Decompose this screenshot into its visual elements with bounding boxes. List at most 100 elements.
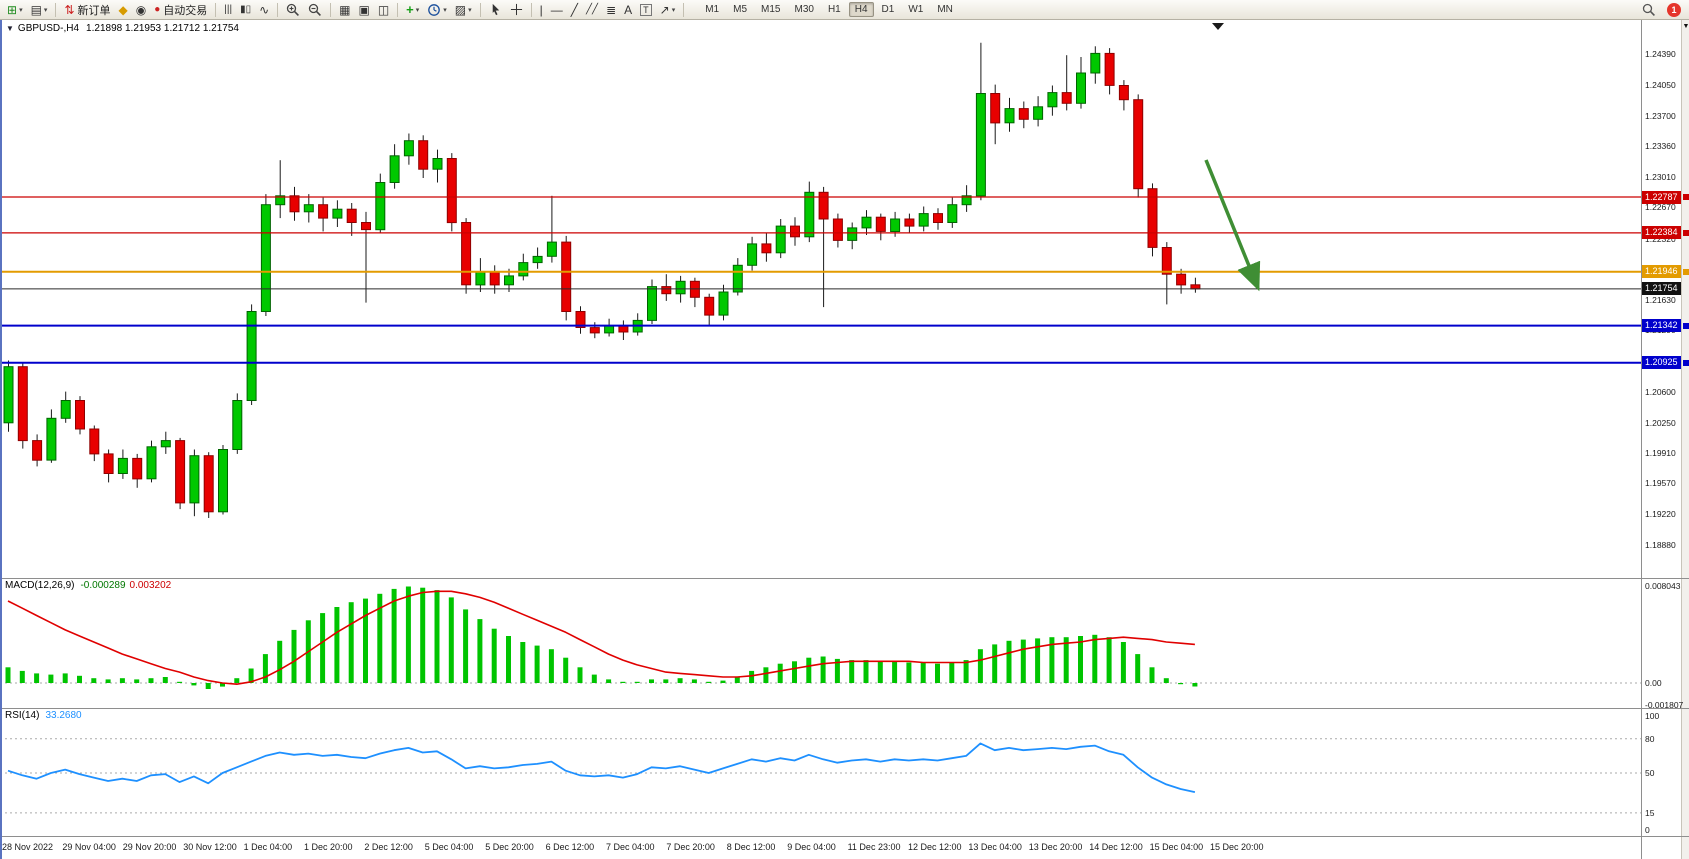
time-axis-label: 15 Dec 20:00: [1210, 842, 1264, 852]
horizontal-lines: [0, 196, 1641, 364]
cascade-windows-button[interactable]: ▣: [355, 1, 372, 18]
time-axis-label: 13 Dec 20:00: [1028, 842, 1083, 852]
periods-button[interactable]: ▾: [424, 1, 450, 18]
timeframe-toolbar: M1 M5 M15 M30 H1 H4 D1 W1 MN: [698, 2, 960, 17]
time-axis-label: 12 Dec 12:00: [908, 842, 962, 852]
toolbar-separator: [397, 2, 399, 17]
axis-tick-label: 1.23010: [1645, 172, 1676, 183]
candlestick-chart-button[interactable]: ▮▯: [237, 1, 254, 18]
timeframe-button-m15[interactable]: M15: [761, 4, 781, 15]
channel-tool-button[interactable]: ╱╱: [583, 1, 601, 18]
rsi-name: RSI(14): [5, 710, 40, 721]
chart-title: ▼ GBPUSD-,H4 1.21898 1.21953 1.21712 1.217…: [6, 23, 239, 34]
fibonacci-tool-button[interactable]: ≣: [603, 1, 619, 18]
axis-tick-label: 1.19570: [1645, 478, 1676, 489]
time-axis[interactable]: 28 Nov 2022 29 Nov 04:00 29 Nov 20:00 30 No…: [0, 837, 1641, 859]
crosshair-tool-button[interactable]: [507, 1, 526, 18]
arrange-windows-icon: ◫: [377, 2, 390, 17]
chart-symbol-period: GBPUSD-,H4: [17, 23, 80, 34]
line-marker: [1683, 359, 1689, 366]
time-axis-label: 8 Dec 12:00: [726, 842, 776, 852]
search-button[interactable]: [1639, 1, 1659, 18]
bar-chart-button[interactable]: |||: [221, 1, 235, 18]
market-icon: ◆: [118, 2, 128, 17]
indicators-button[interactable]: + ▾: [403, 1, 422, 18]
timeframe-button-m30[interactable]: M30: [794, 4, 814, 15]
axis-tick-label: 50: [1645, 768, 1655, 778]
tile-windows-icon: ▦: [339, 2, 351, 17]
timeframe-button-h1[interactable]: H1: [827, 4, 841, 15]
toolbar-separator: [277, 2, 279, 17]
time-axis-label: 13 Dec 04:00: [968, 842, 1022, 852]
macd-indicator-canvas[interactable]: [0, 578, 1641, 708]
rsi-indicator-canvas[interactable]: [0, 708, 1641, 836]
search-icon: [1642, 3, 1655, 16]
profiles-button[interactable]: ▤ ▾: [28, 1, 51, 18]
line-marker-column: ▼: [1681, 20, 1689, 859]
one-click-trading-toggle-icon[interactable]: ▼: [6, 24, 14, 33]
chevron-down-icon: ▾: [468, 6, 472, 14]
auto-trading-button[interactable]: ● 自动交易: [151, 1, 210, 18]
time-axis-label: 1 Dec 20:00: [304, 842, 353, 852]
time-axis-label: 30 Nov 12:00: [183, 842, 237, 852]
axis-tick-label: 1.24050: [1645, 79, 1676, 90]
line-marker: [1683, 322, 1689, 329]
new-chart-button[interactable]: ⊞ ▾: [4, 1, 26, 18]
price-level-tag: 1.21754: [1642, 282, 1681, 296]
cursor-tool-button[interactable]: [486, 1, 505, 18]
template-icon: ▨: [454, 2, 467, 17]
timeframe-button-m5[interactable]: M5: [733, 4, 748, 15]
time-axis-label: 15 Dec 04:00: [1149, 842, 1204, 852]
pane-separator[interactable]: [0, 578, 1689, 579]
new-order-button[interactable]: ⇅ 新订单: [61, 1, 113, 18]
arrows-tool-button[interactable]: ↗ ▾: [657, 1, 679, 18]
zoom-in-button[interactable]: [283, 1, 303, 18]
time-axis-label: 9 Dec 04:00: [787, 842, 836, 852]
main-toolbar: ⊞ ▾ ▤ ▾ ⇅ 新订单 ◆ ◉ ● 自动交易 ||| ▮▯ ∿ ▦ ▣ ◫ + ▾ ▾…: [0, 0, 1689, 20]
axis-tick-label: 1.20600: [1645, 386, 1676, 397]
vertical-line-tool-button[interactable]: |: [537, 1, 546, 18]
rsi-label: RSI(14) 33.2680: [5, 710, 82, 721]
auto-trading-icon: ●: [154, 3, 161, 15]
timeframe-button-m1[interactable]: M1: [705, 4, 720, 15]
line-chart-button[interactable]: ∿: [256, 1, 272, 18]
timeframe-button-h4[interactable]: H4: [848, 2, 874, 17]
zoom-out-button[interactable]: [305, 1, 325, 18]
axis-tick-label: 1.23700: [1645, 110, 1676, 121]
signals-icon: ◉: [135, 2, 147, 17]
toolbar-separator: [215, 2, 217, 17]
toolbar-separator: [55, 2, 57, 17]
price-chart-canvas[interactable]: [0, 20, 1641, 578]
axis-tick-label: 1.21630: [1645, 294, 1676, 305]
zoom-in-icon: [286, 3, 300, 16]
text-label-tool-button[interactable]: T: [637, 1, 655, 18]
pane-separator[interactable]: [0, 708, 1689, 709]
timeframe-button-mn[interactable]: MN: [937, 4, 953, 15]
toolbar-separator: [683, 2, 685, 17]
notification-badge[interactable]: 1: [1667, 2, 1681, 17]
toolbar-separator: [330, 2, 332, 17]
time-axis-label: 7 Dec 20:00: [666, 842, 715, 852]
trendline-tool-button[interactable]: ╱: [568, 1, 581, 18]
new-order-icon: ⇅: [64, 2, 75, 17]
chevron-down-icon: ▾: [671, 6, 676, 14]
arrange-windows-button[interactable]: ◫: [375, 1, 392, 18]
timeframe-button-d1[interactable]: D1: [881, 4, 895, 15]
price-level-tag: 1.21342: [1642, 319, 1681, 333]
text-tool-button[interactable]: A: [621, 1, 635, 18]
templates-button[interactable]: ▨ ▾: [452, 1, 475, 18]
time-axis-label: 29 Nov 20:00: [122, 842, 177, 852]
scroll-end-icon[interactable]: ▼: [1682, 23, 1689, 30]
rsi-value: 33.2680: [45, 710, 82, 721]
clock-icon: [428, 3, 441, 16]
signals-button[interactable]: ◉: [133, 1, 149, 18]
channel-icon: ╱╱: [586, 3, 599, 15]
horizontal-line-tool-button[interactable]: —: [548, 1, 566, 18]
tile-windows-button[interactable]: ▦: [336, 1, 353, 18]
market-button[interactable]: ◆: [116, 1, 131, 18]
price-axis[interactable]: 1.24390 1.24050 1.23700 1.23360 1.23010 1.226…: [1642, 20, 1683, 859]
axis-tick-label: 0.00: [1645, 678, 1662, 688]
candlestick-icon: ▮▯: [240, 3, 252, 15]
timeframe-button-w1[interactable]: W1: [908, 4, 924, 15]
time-axis-label: 2 Dec 12:00: [364, 842, 413, 852]
